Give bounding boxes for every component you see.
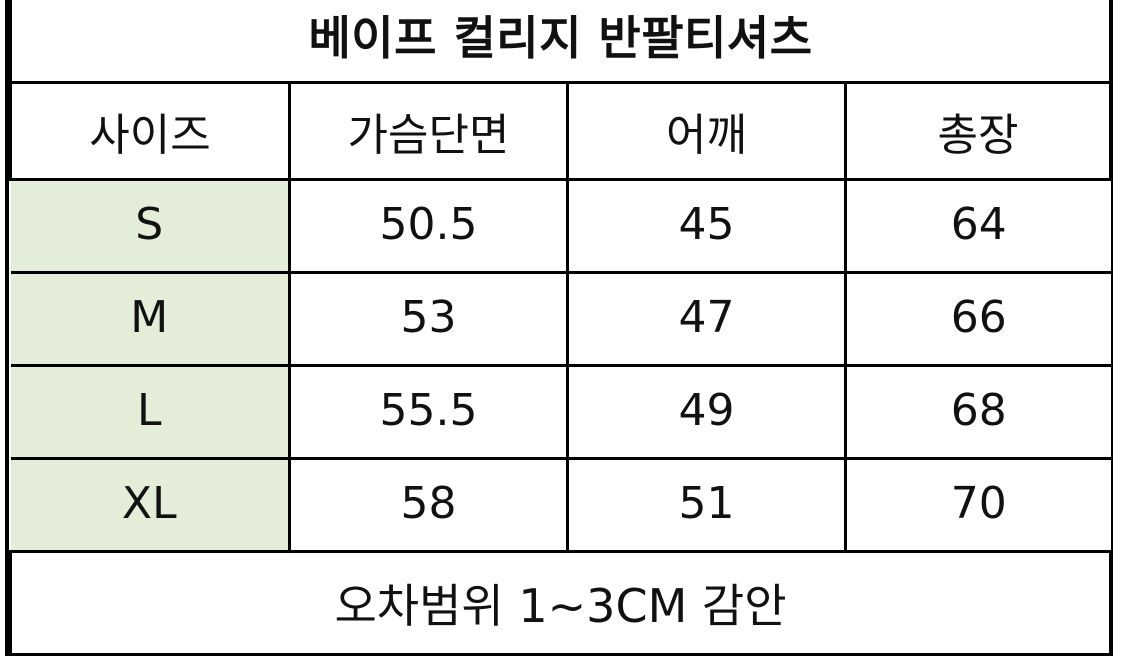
cell-size-xl: XL <box>10 457 291 553</box>
cell-size-m: M <box>10 271 291 367</box>
cell-length-xl: 70 <box>845 457 1111 553</box>
cell-shoulder-l: 49 <box>567 364 847 460</box>
table-row: S 50.5 45 64 <box>10 178 1111 274</box>
note-row: 오차범위 1~3CM 감안 <box>9 550 1112 656</box>
cell-size-s: S <box>10 178 291 274</box>
cell-shoulder-xl: 51 <box>567 457 847 553</box>
cell-chest-xl: 58 <box>289 457 569 553</box>
column-header-length: 총장 <box>844 81 1112 181</box>
page-title: 베이프 컬리지 반팔티셔츠 <box>9 0 1112 84</box>
table-row: L 55.5 49 68 <box>10 364 1111 460</box>
size-chart-table: 베이프 컬리지 반팔티셔츠 사이즈 가슴단면 어깨 총장 S 50.5 45 6… <box>9 0 1112 656</box>
cell-chest-s: 50.5 <box>289 178 569 274</box>
cell-length-m: 66 <box>845 271 1111 367</box>
column-header-chest: 가슴단면 <box>288 81 569 181</box>
column-header-shoulder: 어깨 <box>566 81 847 181</box>
column-header-size: 사이즈 <box>9 81 291 181</box>
cell-length-s: 64 <box>845 178 1111 274</box>
table-row: M 53 47 66 <box>10 271 1111 367</box>
cell-length-l: 68 <box>845 364 1111 460</box>
size-chart-frame: 베이프 컬리지 반팔티셔츠 사이즈 가슴단면 어깨 총장 S 50.5 45 6… <box>5 0 1113 656</box>
title-row: 베이프 컬리지 반팔티셔츠 <box>9 0 1112 84</box>
cell-shoulder-m: 47 <box>567 271 847 367</box>
tolerance-note: 오차범위 1~3CM 감안 <box>9 550 1112 656</box>
table-row: XL 58 51 70 <box>10 457 1111 553</box>
cell-size-l: L <box>10 364 291 460</box>
cell-chest-m: 53 <box>289 271 569 367</box>
cell-chest-l: 55.5 <box>289 364 569 460</box>
cell-shoulder-s: 45 <box>567 178 847 274</box>
table-header-row: 사이즈 가슴단면 어깨 총장 <box>9 81 1112 181</box>
